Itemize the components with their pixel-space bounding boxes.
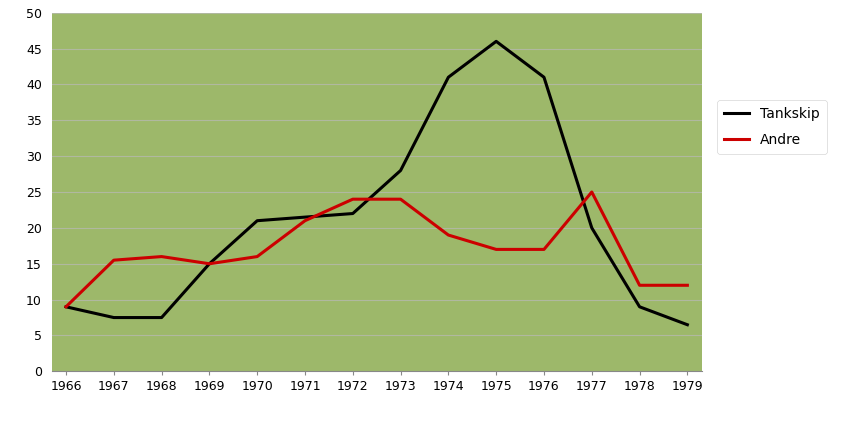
Andre (586, 189, 597, 195)
Tankskip (252, 218, 263, 223)
Andre (491, 247, 501, 252)
Tankskip (539, 75, 549, 80)
Andre (252, 254, 263, 259)
Legend: Tankskip, Andre: Tankskip, Andre (717, 100, 827, 154)
Tankskip (635, 304, 645, 309)
Andre (108, 257, 119, 262)
Tankskip (443, 75, 454, 80)
Tankskip (682, 322, 692, 327)
Andre (539, 247, 549, 252)
Andre (157, 254, 167, 259)
Andre (348, 197, 358, 202)
Andre (61, 304, 71, 309)
Tankskip (204, 261, 214, 266)
Line: Tankskip: Tankskip (66, 41, 687, 325)
Andre (635, 283, 645, 288)
Tankskip (157, 315, 167, 320)
Tankskip (395, 168, 406, 173)
Tankskip (586, 225, 597, 230)
Tankskip (348, 211, 358, 216)
Tankskip (300, 214, 310, 219)
Line: Andre: Andre (66, 192, 687, 307)
Andre (300, 218, 310, 223)
Andre (682, 283, 692, 288)
Tankskip (491, 39, 501, 44)
Andre (204, 261, 214, 266)
Tankskip (61, 304, 71, 309)
Andre (443, 233, 454, 238)
Andre (395, 197, 406, 202)
Tankskip (108, 315, 119, 320)
